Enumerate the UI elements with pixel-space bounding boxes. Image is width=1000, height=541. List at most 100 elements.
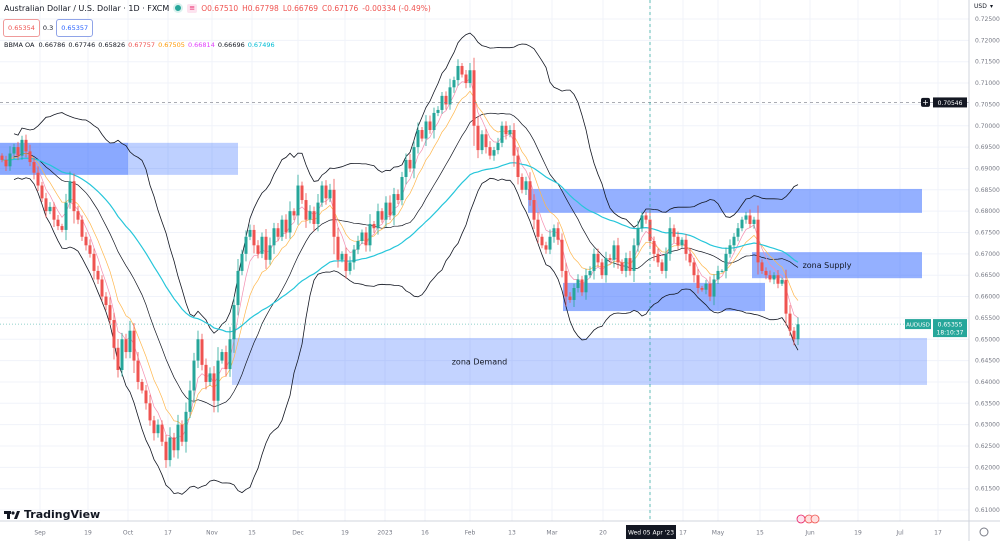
menu-icon[interactable]: ≡ [187,3,198,13]
candle-body [452,80,456,88]
candle-body [236,270,240,306]
candle-body [16,147,20,156]
candle-body [204,364,208,382]
candle-body [48,206,52,212]
price-tick-label: 0.65500 [975,315,1000,322]
candle-body [632,245,636,271]
time-tick-label: 19 [854,530,862,537]
buy-button[interactable]: 0.65357 [56,19,94,37]
market-status-icon [173,3,184,13]
crosshair-price-label: 0.70546 [938,100,963,107]
candle-body [308,211,312,220]
price-tick-label: 0.70000 [975,123,1000,130]
candle-body [120,339,124,370]
candle-body [220,352,224,361]
add-alert-button[interactable] [921,97,930,107]
candle-body [664,253,668,271]
candle-body [60,226,64,230]
symbol-label: AUDUSD [906,323,930,329]
candle-body [252,229,256,246]
candle-body [768,275,772,280]
candle-body [40,185,44,199]
candle-body [652,241,656,254]
candle-body [460,65,464,75]
candle-body [624,258,628,271]
candle-body [672,228,676,237]
candle-body [0,155,4,160]
candle-body [776,275,780,284]
ema-slow-line [1,157,799,333]
time-tick-label: May [712,530,725,537]
settings-icon[interactable] [979,527,989,537]
candle-body [268,245,272,260]
candle-body [64,202,68,230]
candle-body [600,262,604,276]
candle-body [428,121,432,131]
price-tick-label: 0.62000 [975,464,1000,471]
candle-body [180,424,184,442]
candle-body [284,219,288,233]
candle-body [560,239,564,271]
candle-body [716,270,720,280]
candle-body [272,228,276,246]
candle-body [396,194,400,201]
zone-label: zona Demand [452,357,508,366]
time-tick-label: Jul [895,530,904,537]
candle-body [216,360,220,401]
candle-body [108,305,112,321]
candle-body [744,215,748,220]
indicator-value: 0.66786 [38,41,66,49]
indicator-legend[interactable]: BBMA OA 0.66786 0.67746 0.65826 0.67757 0.67… [4,41,275,49]
candle-body [112,320,116,348]
candle-body [692,262,696,276]
candle-body [420,130,424,139]
ohlc-close: C0.67176 [322,3,359,13]
ema-mid-line [1,90,799,426]
candle-body [356,241,360,250]
crosshair-date-label-bg [626,525,676,539]
candle-body [748,215,752,224]
candle-body [764,270,768,276]
candle-body [488,147,492,156]
candle-body [280,219,284,237]
candle-body [540,236,544,246]
candle-body [244,236,248,254]
candle-body [736,228,740,237]
indicator-value: 0.67746 [68,41,96,49]
price-tick-label: 0.71000 [975,80,1000,87]
candle-body [584,275,588,293]
candle-body [344,253,348,271]
candle-body [140,381,144,391]
candle-body [328,189,332,199]
candle-body [592,253,596,271]
time-tick-label: Oct [123,530,134,537]
candle-body [32,162,36,173]
sell-button[interactable]: 0.65354 [3,19,40,37]
candle-body [796,324,800,340]
chevron-down-icon: ▾ [990,3,993,10]
candle-body [500,125,504,143]
spread-value: 0.3 [42,24,54,32]
candle-body [224,352,228,370]
ema-fast-line [1,77,799,442]
time-tick-label: 17 [164,530,172,537]
price-tick-label: 0.62500 [975,443,1000,450]
price-tick-label: 0.70500 [975,101,1000,108]
candle-body [412,147,416,169]
candle-body [760,262,764,271]
candle-body [444,95,448,105]
candle-body [100,279,104,297]
time-tick-label: 2023 [377,530,392,537]
candle-body [20,139,24,156]
price-tick-label: 0.72500 [975,16,1000,23]
candle-body [340,253,344,260]
candle-body [636,228,640,246]
zone-label: zona Supply [803,261,852,270]
symbol-title[interactable]: Australian Dollar / U.S. Dollar · 1D · F… [4,3,170,13]
time-tick-label: 15 [248,530,256,537]
time-tick-label: 19 [84,530,92,537]
currency-selector[interactable]: USD [974,3,987,10]
candle-body [476,125,480,151]
candle-body [388,202,392,216]
